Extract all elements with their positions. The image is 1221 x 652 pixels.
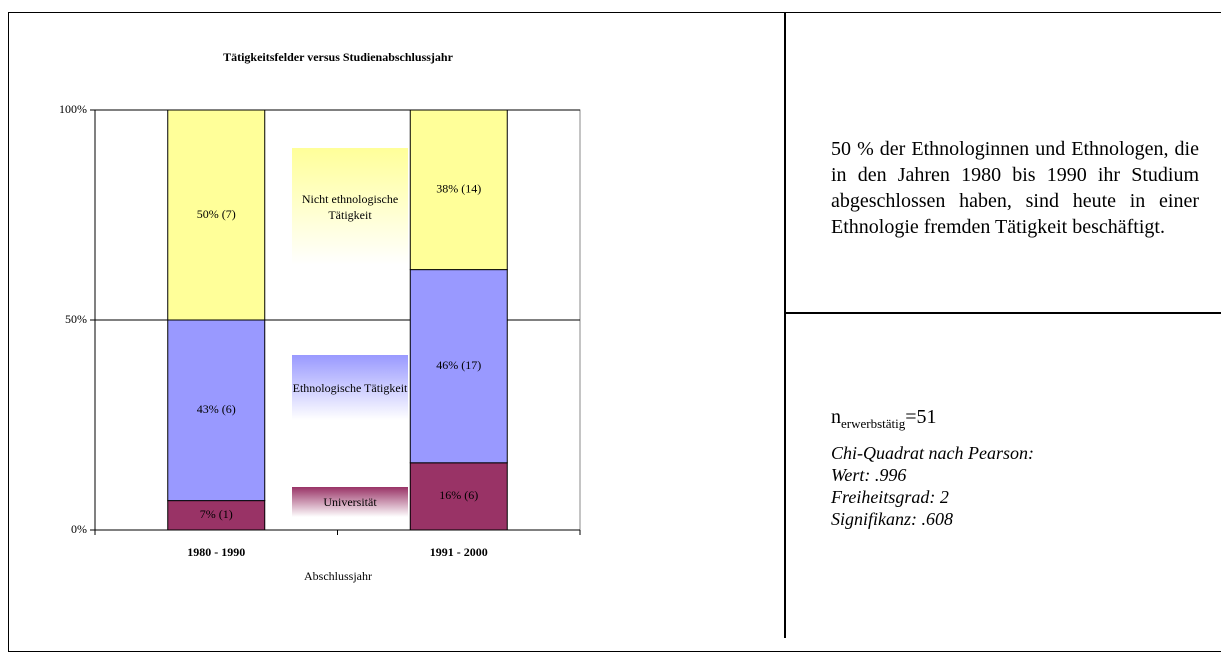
bar-segment bbox=[409, 462, 508, 531]
stat-line: Freiheitsgrad: 2 bbox=[831, 487, 949, 507]
n-value: =51 bbox=[905, 406, 937, 428]
legend-entry: Nicht ethnologische Tätigkeit bbox=[292, 148, 408, 265]
data-label: 43% (6) bbox=[197, 402, 236, 416]
y-tick-label: 100% bbox=[59, 102, 87, 116]
bar-segment bbox=[409, 269, 508, 464]
y-tick-label: 50% bbox=[65, 312, 87, 326]
page: Tätigkeitsfelder versus Studienabschluss… bbox=[8, 12, 1221, 652]
stat-line: Chi-Quadrat nach Pearson: bbox=[831, 443, 1034, 463]
stat-line: Wert: .996 bbox=[831, 465, 907, 485]
chart-title: Tätigkeitsfelder versus Studienabschluss… bbox=[223, 50, 453, 64]
y-tick-label: 0% bbox=[71, 522, 87, 536]
n-line: nerwerbstätig=51 bbox=[831, 406, 1034, 432]
data-label: 16% (6) bbox=[439, 488, 478, 502]
column-divider bbox=[784, 12, 786, 638]
stat-lines: Chi-Quadrat nach Pearson: Wert: .996 Freih… bbox=[831, 442, 1034, 530]
row-divider bbox=[784, 312, 1221, 314]
chart: Tätigkeitsfelder versus Studienabschluss… bbox=[59, 50, 581, 583]
legend-entry: Universität bbox=[292, 487, 408, 517]
stats: nerwerbstätig=51 Chi-Quadrat nach Pearso… bbox=[831, 406, 1034, 530]
summary-text: 50 % der Ethnologinnen und Ethnologen, d… bbox=[831, 138, 1199, 238]
legend-entry: Ethnologische Tätigkeit bbox=[292, 355, 408, 420]
data-label: 46% (17) bbox=[436, 358, 481, 372]
x-axis-title: Abschlussjahr bbox=[304, 569, 372, 583]
bar-segment bbox=[167, 319, 266, 502]
bar-segment bbox=[409, 109, 508, 271]
bar-segment bbox=[167, 109, 266, 321]
n-subscript: erwerbstätig bbox=[841, 416, 906, 431]
n: n bbox=[831, 406, 841, 428]
data-label: 38% (14) bbox=[436, 182, 481, 196]
data-label: 50% (7) bbox=[197, 207, 236, 221]
x-tick-label: 1991 - 2000 bbox=[430, 545, 488, 559]
stat-line: Signifikanz: .608 bbox=[831, 509, 953, 529]
x-tick-label: 1980 - 1990 bbox=[187, 545, 245, 559]
bar-segment bbox=[167, 500, 266, 531]
data-label: 7% (1) bbox=[200, 507, 233, 521]
